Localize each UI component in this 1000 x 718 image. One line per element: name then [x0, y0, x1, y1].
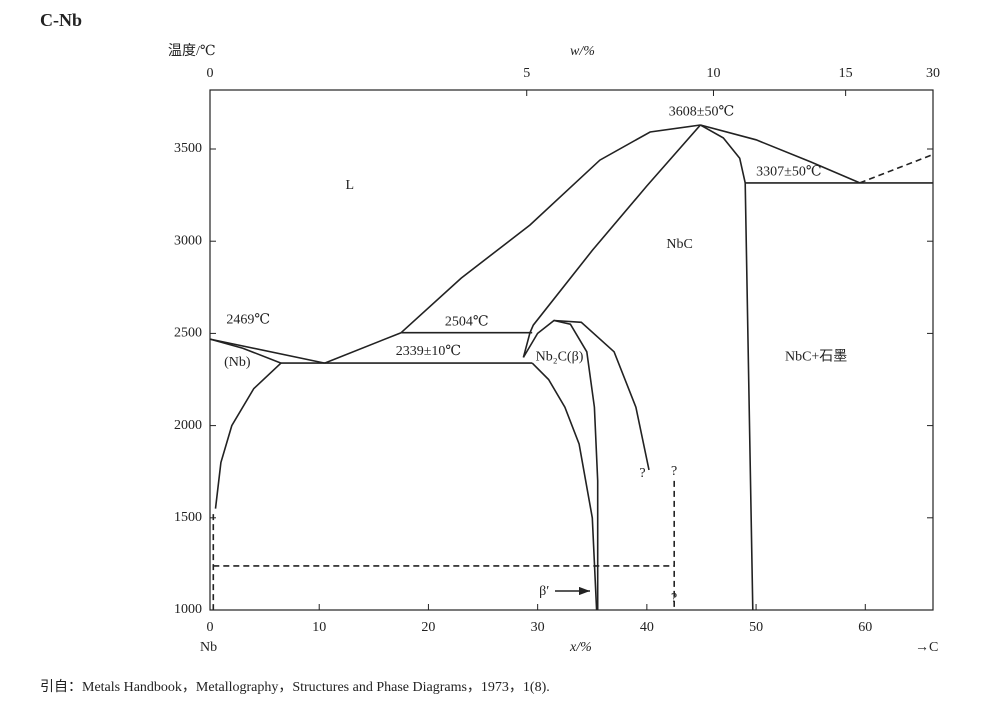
y-tick-label: 1500	[174, 510, 202, 525]
source-note: 引自：Metals Handbook，Metallography，Structu…	[40, 679, 550, 695]
phase-boundary	[209, 338, 325, 364]
x2-tick-label: 15	[839, 66, 853, 81]
phase-boundary	[522, 319, 599, 610]
annotation: L	[346, 178, 355, 193]
x-tick-label: 30	[531, 620, 545, 635]
phase-boundary	[553, 319, 650, 471]
annotation: NbC+石墨	[785, 350, 847, 365]
x2-tick-label: 0	[207, 66, 214, 81]
plot-frame	[209, 89, 934, 611]
annotation: 3608±50℃	[669, 104, 734, 119]
x-tick-label: 10	[312, 620, 326, 635]
y-tick-label: 2000	[174, 418, 202, 433]
annotation: 3307±50℃	[756, 164, 821, 179]
x2-tick-label: 10	[706, 66, 720, 81]
y-tick-label: 3500	[174, 141, 202, 156]
phase-boundary	[859, 153, 934, 184]
phase-boundary	[400, 124, 701, 334]
annotation: ?	[639, 466, 645, 481]
x-start-label: Nb	[200, 640, 217, 655]
x2-tick-label: 30	[926, 66, 940, 81]
y-axis-label: 温度/℃	[168, 43, 216, 59]
annotation: 2469℃	[226, 313, 270, 328]
phase-boundary	[700, 124, 754, 611]
x2-axis-label: w/%	[570, 44, 595, 59]
x-tick-label: 40	[640, 620, 654, 635]
annotation: (Nb)	[224, 355, 251, 370]
x2-tick-label: 5	[523, 66, 530, 81]
y-tick-label: 2500	[174, 326, 202, 341]
annotation: 2504℃	[445, 315, 489, 330]
phase-boundary	[531, 362, 598, 611]
phase-boundary	[214, 362, 282, 509]
x-tick-label: 60	[858, 620, 872, 635]
x-tick-label: 20	[421, 620, 435, 635]
y-tick-label: 3000	[174, 233, 202, 248]
x-tick-label: 0	[207, 620, 214, 635]
annotation: ?	[671, 464, 677, 479]
x-axis-label: x/%	[569, 640, 592, 655]
y-tick-label: 1000	[174, 602, 202, 617]
phase-boundary	[324, 331, 402, 364]
phase-boundary	[209, 338, 282, 364]
annotation: NbC	[666, 237, 692, 252]
annotation: Nb₂C(β)	[536, 350, 584, 365]
x-tick-label: 50	[749, 620, 763, 635]
annotation: ?	[671, 591, 677, 606]
x-end-label: →C	[915, 640, 938, 655]
phase-boundary	[700, 124, 861, 184]
annotation: β′	[539, 584, 549, 599]
chart-title: C-Nb	[40, 10, 82, 30]
phase-boundary	[522, 124, 702, 358]
annotation: 2339±10℃	[396, 344, 461, 359]
